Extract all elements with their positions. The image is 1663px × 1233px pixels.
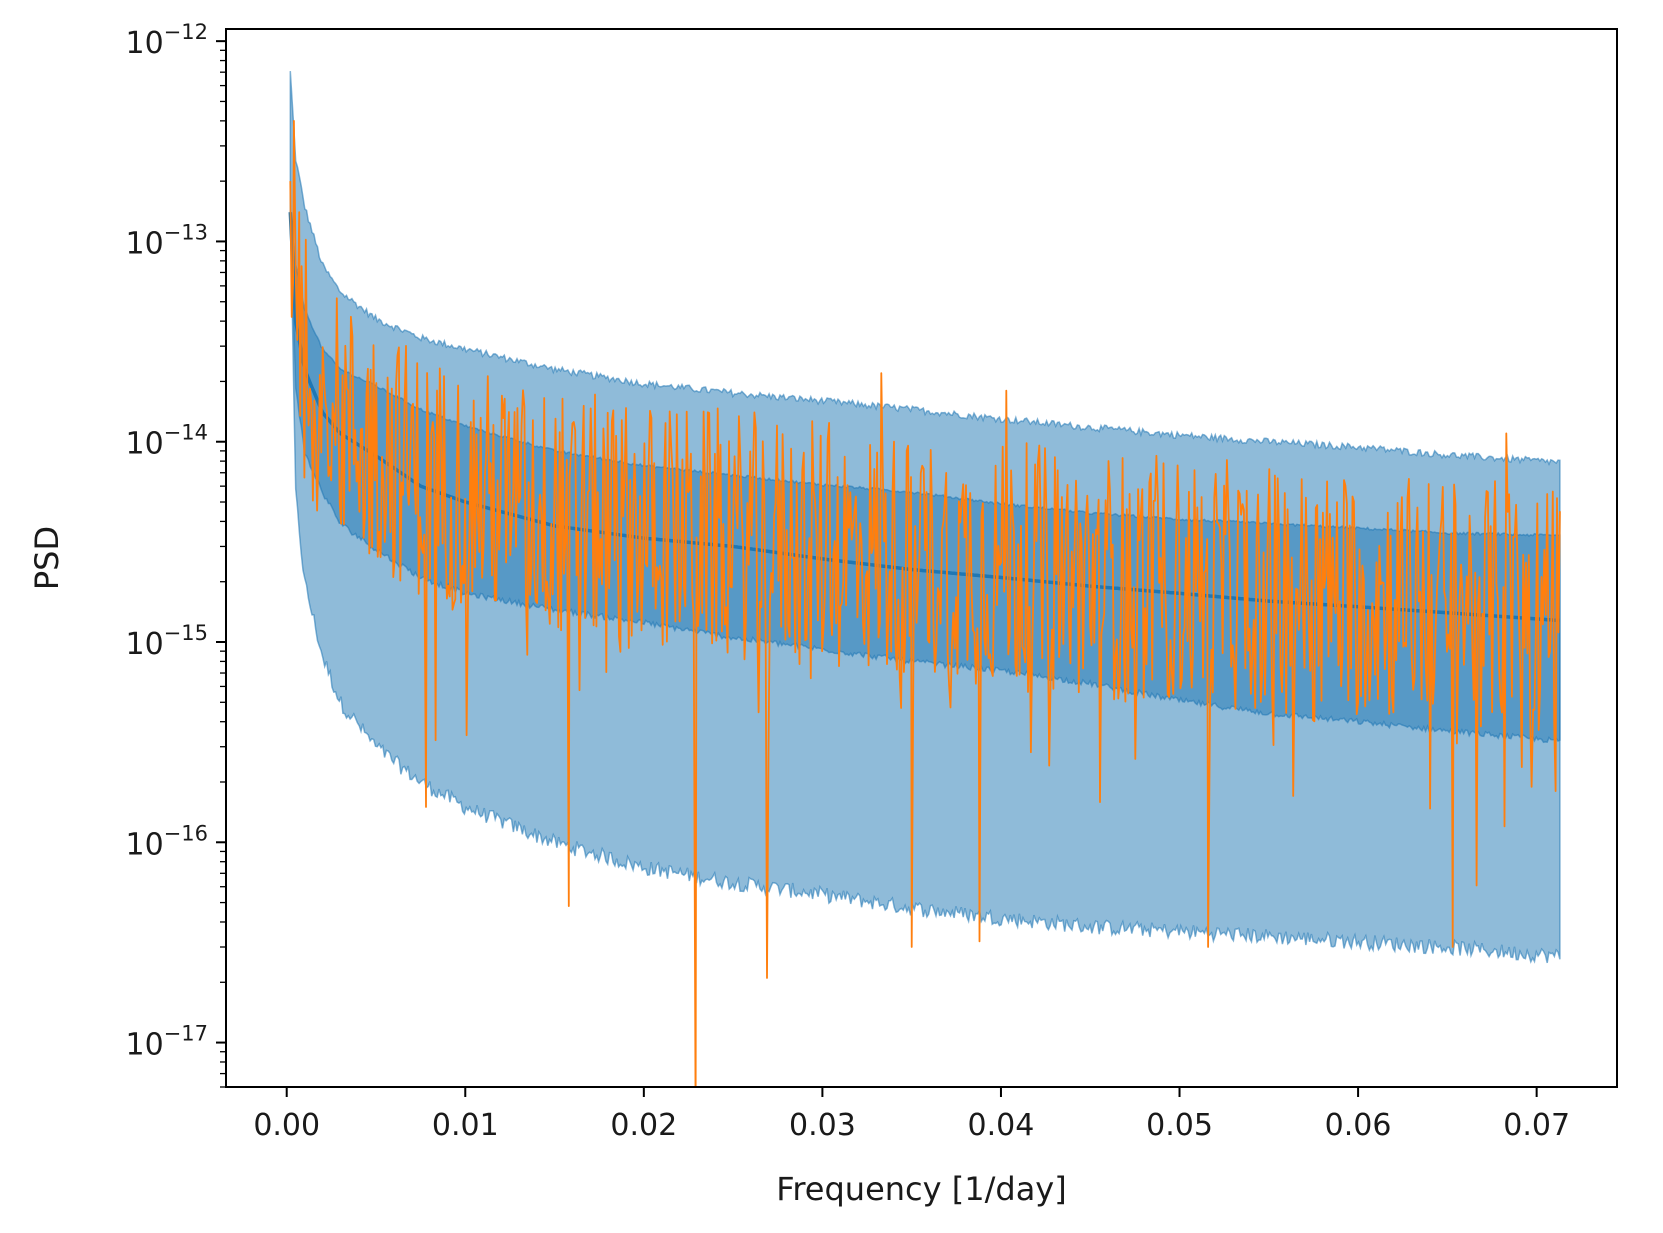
x-tick-label: 0.01 — [432, 1108, 499, 1143]
plot-frame — [225, 28, 1618, 1088]
y-tick-label: 10−14 — [125, 421, 208, 462]
x-tick-label: 0.04 — [968, 1108, 1035, 1143]
y-tick-label: 10−12 — [125, 20, 208, 61]
y-tick-label: 10−15 — [125, 621, 208, 662]
x-tick-label: 0.00 — [253, 1108, 320, 1143]
y-tick-label: 10−17 — [125, 1022, 208, 1063]
x-tick-label: 0.05 — [1146, 1108, 1213, 1143]
observed-line — [289, 120, 1561, 1087]
x-tick-label: 0.06 — [1325, 1108, 1392, 1143]
y-axis: 10−12 10−13 10−14 10−15 10−16 10−17 — [125, 20, 226, 1088]
observed-series — [289, 120, 1561, 1087]
y-tick-label: 10−16 — [125, 821, 208, 862]
y-axis-label: PSD — [28, 526, 66, 590]
x-tick-label: 0.07 — [1503, 1108, 1570, 1143]
x-axis-label: Frequency [1/day] — [776, 1170, 1066, 1208]
x-tick-label: 0.03 — [789, 1108, 856, 1143]
y-tick-label: 10−13 — [125, 220, 208, 261]
x-axis: 0.00 0.01 0.02 0.03 0.04 0.05 0.06 0.07 — [253, 1087, 1570, 1143]
x-tick-label: 0.02 — [610, 1108, 677, 1143]
